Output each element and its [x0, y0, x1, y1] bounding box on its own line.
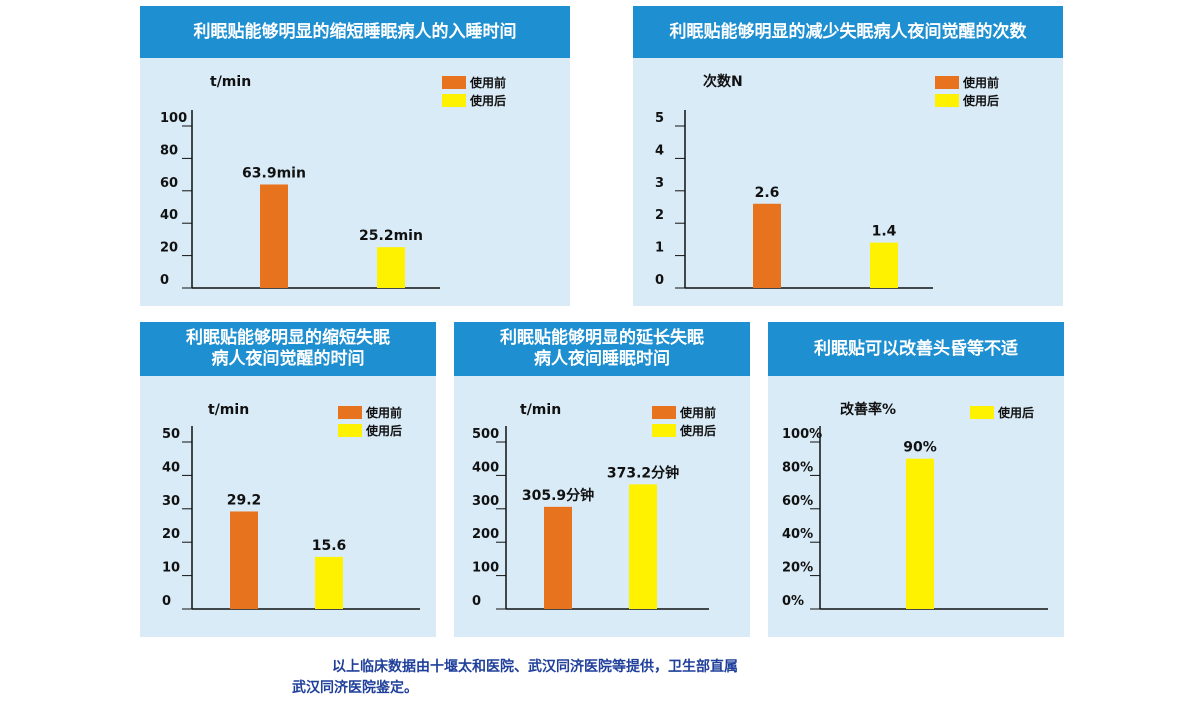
chart-title: 利眠贴能够明显的缩短睡眠病人的入睡时间 — [140, 6, 570, 58]
chart-panel-1: 利眠贴能够明显的缩短睡眠病人的入睡时间 0 20 40 60 80 100 t/min 使用前… — [140, 6, 570, 306]
y-tick-label: 60 — [160, 176, 178, 191]
data-label: 29.2 — [227, 492, 262, 508]
y-tick-label: 2 — [655, 208, 664, 223]
y-tick-label: 20 — [162, 527, 180, 542]
y-tick-label: 80 — [160, 143, 178, 158]
data-label: 90% — [903, 440, 937, 456]
y-tick-label: 500 — [472, 427, 499, 442]
legend-swatch — [652, 406, 676, 419]
data-label: 1.4 — [872, 224, 897, 240]
chart-panel-4: 利眠贴能够明显的延长失眠 病人夜间睡眠时间 0 100 200 300 400 500 t/… — [454, 322, 750, 637]
bar-after — [906, 458, 934, 609]
y-tick-label: 20% — [782, 561, 813, 576]
y-tick-label: 0 — [472, 594, 481, 609]
legend-swatch — [970, 406, 994, 419]
data-label: 373.2分钟 — [607, 464, 679, 481]
chart-panel-2: 利眠贴能够明显的减少失眠病人夜间觉醒的次数 0 1 2 3 4 5 次数N 使用前使用后 2.6… — [633, 6, 1063, 306]
y-tick-label: 400 — [472, 460, 499, 475]
legend-label: 使用前 — [469, 75, 506, 90]
y-tick-label: 0% — [782, 594, 804, 609]
legend-label: 使用前 — [679, 405, 716, 420]
y-tick-label: 0 — [655, 273, 664, 288]
y-tick-label: 30 — [162, 494, 180, 509]
y-tick-label: 0 — [162, 594, 171, 609]
data-label: 15.6 — [312, 538, 347, 554]
y-tick-label: 0 — [160, 273, 169, 288]
y-tick-label: 200 — [472, 527, 499, 542]
legend-label: 使用前 — [365, 405, 402, 420]
footnote-line-2: 武汉同济医院鉴定。 — [292, 680, 418, 696]
y-tick-label: 100% — [782, 427, 822, 442]
y-tick-label: 80% — [782, 460, 813, 475]
y-tick-label: 10 — [162, 561, 180, 576]
legend-label: 使用后 — [997, 405, 1034, 420]
bar-after — [377, 247, 405, 288]
y-tick-label: 50 — [162, 427, 180, 442]
bar-before — [260, 184, 288, 288]
y-tick-label: 20 — [160, 241, 178, 256]
chart-title: 利眠贴能够明显的减少失眠病人夜间觉醒的次数 — [633, 6, 1063, 58]
y-tick-label: 40% — [782, 527, 813, 542]
y-tick-label: 5 — [655, 111, 664, 126]
legend-swatch — [935, 76, 959, 89]
y-axis-label: t/min — [208, 402, 249, 418]
y-tick-label: 1 — [655, 241, 664, 256]
data-label: 2.6 — [755, 185, 780, 201]
y-tick-label: 100 — [160, 111, 187, 126]
y-tick-label: 300 — [472, 494, 499, 509]
y-tick-label: 3 — [655, 176, 664, 191]
y-axis-label: t/min — [520, 402, 561, 418]
bar-before — [544, 506, 572, 609]
bar-chart-5: 0% 20% 40% 60% 80% 100% 改善率% 使用后 90% — [782, 401, 1048, 610]
legend-label: 使用后 — [962, 93, 999, 108]
data-label: 63.9min — [242, 165, 306, 181]
y-tick-label: 4 — [655, 143, 664, 158]
legend-label: 使用后 — [365, 423, 402, 438]
chart-panel-3: 利眠贴能够明显的缩短失眠 病人夜间觉醒的时间 0 10 20 30 40 50 t/min 使… — [140, 322, 436, 637]
data-label: 25.2min — [359, 228, 423, 244]
legend-label: 使用后 — [679, 423, 716, 438]
y-tick-label: 40 — [160, 208, 178, 223]
bar-before — [230, 511, 258, 609]
legend-swatch — [442, 76, 466, 89]
legend-swatch — [652, 424, 676, 437]
chart-panel-5: 利眠贴可以改善头昏等不适 0% 20% 40% 60% 80% 100% 改善率% 使用后 90… — [768, 322, 1064, 637]
legend-swatch — [442, 94, 466, 107]
legend-swatch — [338, 406, 362, 419]
chart-title: 利眠贴能够明显的延长失眠 病人夜间睡眠时间 — [454, 322, 750, 376]
y-axis-label: 改善率% — [840, 401, 896, 418]
bar-after — [629, 484, 657, 609]
y-axis-label: t/min — [210, 74, 251, 90]
y-tick-label: 100 — [472, 561, 499, 576]
legend-label: 使用前 — [962, 75, 999, 90]
bar-after — [870, 242, 898, 288]
bar-before — [753, 203, 781, 288]
legend-label: 使用后 — [469, 93, 506, 108]
chart-title: 利眠贴可以改善头昏等不适 — [768, 322, 1064, 376]
y-tick-label: 60% — [782, 494, 813, 509]
bar-after — [315, 556, 343, 609]
y-tick-label: 40 — [162, 460, 180, 475]
y-axis-label: 次数N — [703, 73, 743, 90]
legend-swatch — [338, 424, 362, 437]
chart-title: 利眠贴能够明显的缩短失眠 病人夜间觉醒的时间 — [140, 322, 436, 376]
footnote-line-1: 以上临床数据由十堰太和医院、武汉同济医院等提供，卫生部直属 — [332, 659, 738, 675]
data-label: 305.9分钟 — [522, 487, 594, 504]
legend-swatch — [935, 94, 959, 107]
